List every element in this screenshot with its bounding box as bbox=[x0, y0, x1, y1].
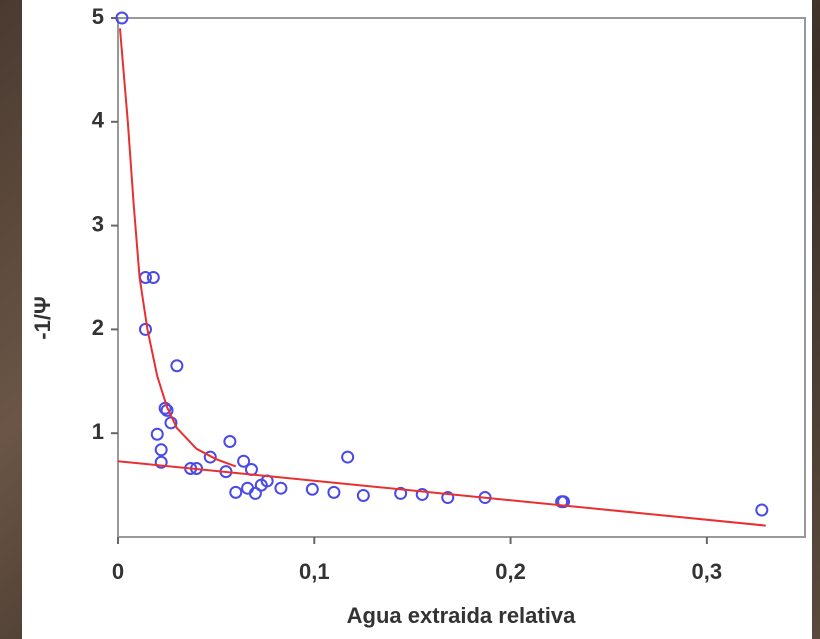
data-point bbox=[441, 491, 455, 505]
data-point bbox=[223, 435, 237, 449]
data-point bbox=[755, 503, 769, 517]
x-tick-label: 0,2 bbox=[495, 559, 526, 584]
fit-line bbox=[118, 28, 237, 468]
data-point bbox=[154, 455, 168, 469]
x-tick-label: 0 bbox=[112, 559, 124, 584]
y-tick-label: 5 bbox=[92, 4, 104, 29]
y-axis-label: -1/Ψ bbox=[30, 296, 55, 339]
plot-frame bbox=[117, 17, 806, 538]
data-point bbox=[394, 486, 408, 500]
data-point bbox=[237, 454, 251, 468]
data-point bbox=[305, 482, 319, 496]
data-point bbox=[557, 495, 571, 509]
data-point bbox=[327, 485, 341, 499]
data-point bbox=[341, 450, 355, 464]
data-point bbox=[170, 359, 184, 373]
data-point bbox=[274, 481, 288, 495]
data-point bbox=[154, 443, 168, 457]
data-point bbox=[415, 487, 429, 501]
data-point bbox=[229, 485, 243, 499]
y-tick-label: 3 bbox=[92, 211, 104, 236]
data-point bbox=[203, 450, 217, 464]
data-point bbox=[150, 427, 164, 441]
data-point bbox=[115, 11, 129, 25]
data-point bbox=[138, 322, 152, 336]
x-tick-label: 0,1 bbox=[299, 559, 330, 584]
y-tick-label: 2 bbox=[92, 315, 104, 340]
data-point bbox=[146, 271, 160, 284]
fit-line bbox=[117, 460, 766, 527]
y-tick-label: 1 bbox=[92, 419, 104, 444]
data-point bbox=[248, 486, 262, 500]
x-tick-label: 0,3 bbox=[692, 559, 723, 584]
x-axis-label: Agua extraida relativa bbox=[347, 603, 576, 628]
data-point bbox=[356, 488, 370, 502]
y-tick-label: 4 bbox=[92, 108, 105, 133]
